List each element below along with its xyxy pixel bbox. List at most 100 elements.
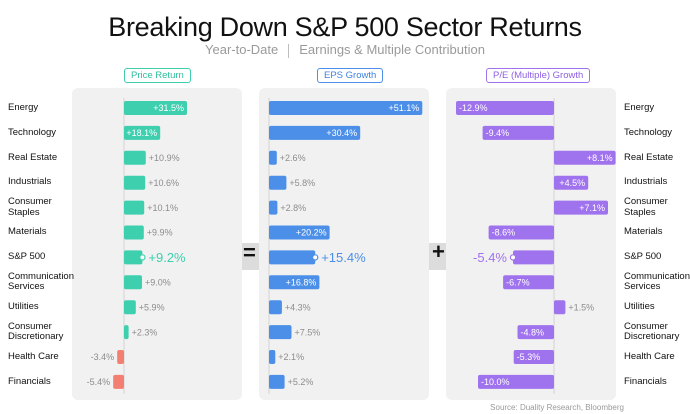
pe-bar-financials <box>478 374 554 389</box>
pe-value-label-financials: -10.0% <box>481 377 510 387</box>
left-category-label-line: Materials <box>8 226 47 238</box>
source-note: Source: Duality Research, Bloomberg <box>490 403 624 412</box>
price-bar-sandp-500 <box>124 250 143 265</box>
left-category-label-energy: Energy <box>8 101 108 114</box>
right-category-label-line: Energy <box>624 101 655 113</box>
price-value-label-sandp-500: +9.2% <box>148 250 186 265</box>
price-bar-consumer-discretionary <box>124 325 129 340</box>
right-category-label-line: Consumer <box>624 196 668 208</box>
right-category-label-sandp-500: S&P 500 <box>624 251 690 263</box>
right-category-label-line: Materials <box>624 226 663 238</box>
pe-bar-health-care <box>513 350 554 364</box>
left-category-label-real-estate: Real Estate <box>8 151 108 164</box>
left-category-label-materials: Materials <box>8 227 108 238</box>
eps-bar-utilities <box>269 300 282 315</box>
left-category-label-health-care: Health Care <box>8 350 108 363</box>
pe-bar-sandp-500 <box>513 250 554 265</box>
chart-subtitle: Year-to-Date Earnings & Multiple Contribu… <box>0 42 690 58</box>
left-category-label-line: Consumer <box>8 320 52 332</box>
price-return-panel <box>72 88 242 400</box>
left-category-label-line: Utilities <box>8 300 39 312</box>
eps-bar-communication-services <box>269 275 320 290</box>
price-value-label-technology: +18.1% <box>126 128 157 138</box>
right-category-label-utilities: Utilities <box>624 300 690 313</box>
eps-growth-header: EPS Growth <box>317 68 384 83</box>
eps-value-label-real-estate: +2.6% <box>280 153 306 163</box>
right-category-label-line: Discretionary <box>624 331 680 343</box>
right-category-label-industrials: Industrials <box>624 177 690 188</box>
left-category-label-line: Real Estate <box>8 151 58 163</box>
pe-value-label-industrials: +4.5% <box>559 178 585 188</box>
eps-value-label-consumer-staples: +2.8% <box>280 203 306 213</box>
price-return-header: Price Return <box>124 68 191 83</box>
right-category-label-line: Industrials <box>624 176 668 188</box>
right-category-label-line: S&P 500 <box>624 251 662 263</box>
pe-value-label-energy: -12.9% <box>459 103 488 113</box>
left-category-label-line: Energy <box>8 101 39 113</box>
left-category-label-consumer-discretionary: Consumer Discretionary <box>8 320 108 343</box>
right-category-label-line: Health Care <box>624 350 675 362</box>
pe-value-label-utilities: +1.5% <box>568 302 594 312</box>
eps-bar-technology <box>269 125 361 140</box>
left-category-label-line: Discretionary <box>8 331 64 343</box>
eps-sp500-marker <box>312 254 319 261</box>
eps-bar-industrials <box>269 175 287 190</box>
left-category-label-line: Industrials <box>8 176 52 188</box>
pe-bar-industrials <box>554 175 589 190</box>
price-value-label-financials: -5.4% <box>87 377 111 387</box>
right-category-label-line: Services <box>624 281 661 293</box>
pe-value-label-health-care: -5.3% <box>517 352 541 362</box>
pe-bar-real-estate <box>554 150 616 165</box>
eps-bar-materials <box>269 225 330 240</box>
left-category-label-line: Health Care <box>8 350 59 362</box>
left-category-label-technology: Technology <box>8 127 108 139</box>
price-value-label-health-care: -3.4% <box>91 352 115 362</box>
left-category-label-industrials: Industrials <box>8 177 108 188</box>
eps-value-label-financials: +5.2% <box>288 377 314 387</box>
price-value-label-energy: +31.5% <box>153 103 184 113</box>
right-category-label-health-care: Health Care <box>624 350 690 363</box>
price-value-label-real-estate: +10.9% <box>149 153 180 163</box>
right-category-label-communication-services: Communication Services <box>624 270 690 293</box>
pe-value-label-consumer-discretionary: -4.8% <box>521 327 545 337</box>
eps-bar-energy <box>269 101 423 115</box>
pe-sp500-marker <box>509 254 517 261</box>
right-category-label-line: Real Estate <box>624 151 674 163</box>
pe-bar-consumer-staples <box>554 200 608 215</box>
pe-bar-materials <box>488 225 554 240</box>
eps-bar-real-estate <box>269 150 277 165</box>
right-category-label-line: Communication <box>624 270 690 282</box>
price-bar-industrials <box>124 175 146 190</box>
price-value-label-materials: +9.9% <box>147 228 173 238</box>
pe-bar-technology <box>482 125 554 140</box>
pe-bar-energy <box>456 101 554 115</box>
eps-value-label-sandp-500: +15.4% <box>321 250 366 265</box>
eps-bar-sandp-500 <box>269 250 316 265</box>
eps-growth-panel <box>259 88 429 400</box>
pe-value-label-consumer-staples: +7.1% <box>579 203 605 213</box>
price-value-label-communication-services: +9.0% <box>145 278 171 288</box>
pe-value-label-materials: -8.6% <box>492 228 516 238</box>
right-category-label-line: Utilities <box>624 300 655 312</box>
left-category-label-line: S&P 500 <box>8 251 46 263</box>
eps-value-label-technology: +30.4% <box>326 128 357 138</box>
left-category-label-communication-services: Communication Services <box>8 271 108 293</box>
price-bar-communication-services <box>124 275 142 290</box>
eps-value-label-materials: +20.2% <box>296 228 327 238</box>
subtitle-divider <box>288 43 290 58</box>
price-bar-real-estate <box>124 150 146 165</box>
price-bar-financials <box>113 374 124 389</box>
subtitle-topic: Earnings & Multiple Contribution <box>299 42 485 57</box>
right-category-label-energy: Energy <box>624 101 690 114</box>
pe-bar-communication-services <box>503 275 554 290</box>
subtitle-period: Year-to-Date <box>205 42 279 57</box>
left-category-label-financials: Financials <box>8 376 108 388</box>
price-bar-utilities <box>124 300 136 315</box>
right-category-label-consumer-staples: Consumer Staples <box>624 196 690 218</box>
right-category-label-financials: Financials <box>624 376 690 388</box>
eps-bar-consumer-discretionary <box>269 325 292 340</box>
price-bar-energy <box>124 101 187 115</box>
price-value-label-consumer-discretionary: +2.3% <box>132 327 158 337</box>
left-category-label-utilities: Utilities <box>8 300 108 313</box>
